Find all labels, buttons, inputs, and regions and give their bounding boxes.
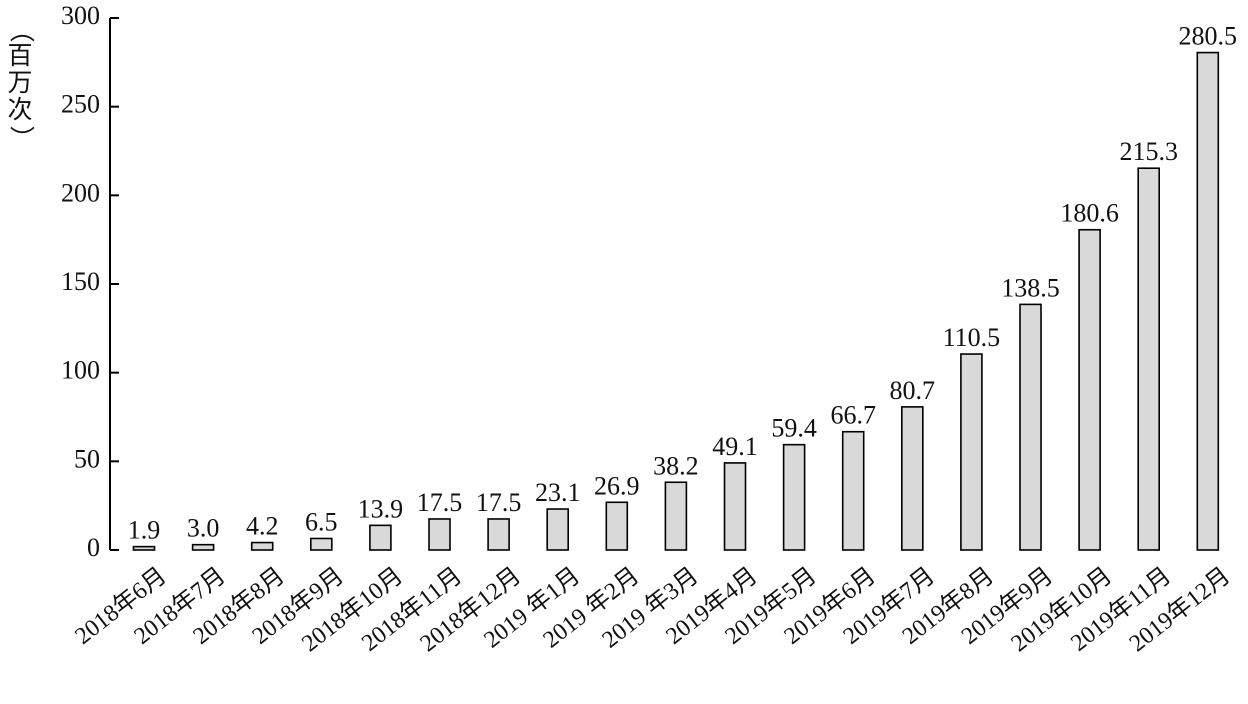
y-tick-label: 200 xyxy=(61,178,100,207)
bar xyxy=(1196,51,1220,551)
data-label: 1.9 xyxy=(128,516,161,545)
y-axis-label-char: ） xyxy=(7,125,36,150)
data-label: 280.5 xyxy=(1179,22,1238,51)
bar xyxy=(369,524,392,551)
data-label: 215.3 xyxy=(1119,137,1178,166)
bar xyxy=(900,406,924,551)
data-label: 6.5 xyxy=(305,507,338,536)
data-label: 180.6 xyxy=(1060,199,1119,228)
bar xyxy=(250,541,274,551)
data-label: 3.0 xyxy=(187,514,220,543)
y-axis-label-char: （ xyxy=(7,17,36,42)
y-axis-label-char: 百 xyxy=(7,41,32,70)
data-label: 13.9 xyxy=(358,494,404,523)
bar xyxy=(664,481,688,551)
data-label: 80.7 xyxy=(890,376,936,405)
bar xyxy=(782,443,806,551)
data-label: 138.5 xyxy=(1001,273,1060,302)
bar xyxy=(132,545,156,551)
bar xyxy=(546,508,570,551)
bar xyxy=(1137,167,1160,551)
data-label: 59.4 xyxy=(771,414,817,443)
data-label: 17.5 xyxy=(417,488,463,517)
data-label: 38.2 xyxy=(653,451,699,480)
bar xyxy=(191,543,215,551)
y-tick-label: 50 xyxy=(74,444,100,473)
bar xyxy=(1078,228,1101,551)
bar xyxy=(487,518,510,551)
bar xyxy=(605,501,629,551)
data-label: 66.7 xyxy=(830,401,876,430)
bar xyxy=(309,537,333,551)
y-axis-label-char: 万 xyxy=(7,68,32,97)
y-tick-label: 250 xyxy=(61,90,100,119)
data-label: 110.5 xyxy=(943,323,1001,352)
y-axis-label: （百万次） xyxy=(7,17,36,150)
y-tick-label: 300 xyxy=(61,1,100,30)
y-tick-label: 100 xyxy=(61,356,100,385)
data-labels: 1.9 3.0 4.2 6.5 13.9 17.5 17.5 23.1 26.9 38.2 49.1… xyxy=(128,22,1237,545)
y-axis: 0 50 100 150 200 250 300 xyxy=(61,1,119,562)
bar xyxy=(1019,303,1042,551)
bar xyxy=(960,353,983,551)
y-tick-label: 0 xyxy=(87,533,100,562)
data-label: 17.5 xyxy=(476,488,522,517)
bars xyxy=(132,51,1220,551)
data-label: 23.1 xyxy=(535,478,581,507)
x-axis-labels: 2018年6月2018年7月2018年8月2018年9月2018年10月2018… xyxy=(70,562,1236,657)
data-label: 26.9 xyxy=(594,471,640,500)
bar xyxy=(841,430,865,551)
bar xyxy=(723,462,747,551)
bar xyxy=(428,518,451,551)
y-axis-label-char: 次 xyxy=(7,95,32,124)
data-label: 49.1 xyxy=(712,432,758,461)
y-tick-label: 150 xyxy=(61,267,100,296)
data-label: 4.2 xyxy=(246,512,279,541)
